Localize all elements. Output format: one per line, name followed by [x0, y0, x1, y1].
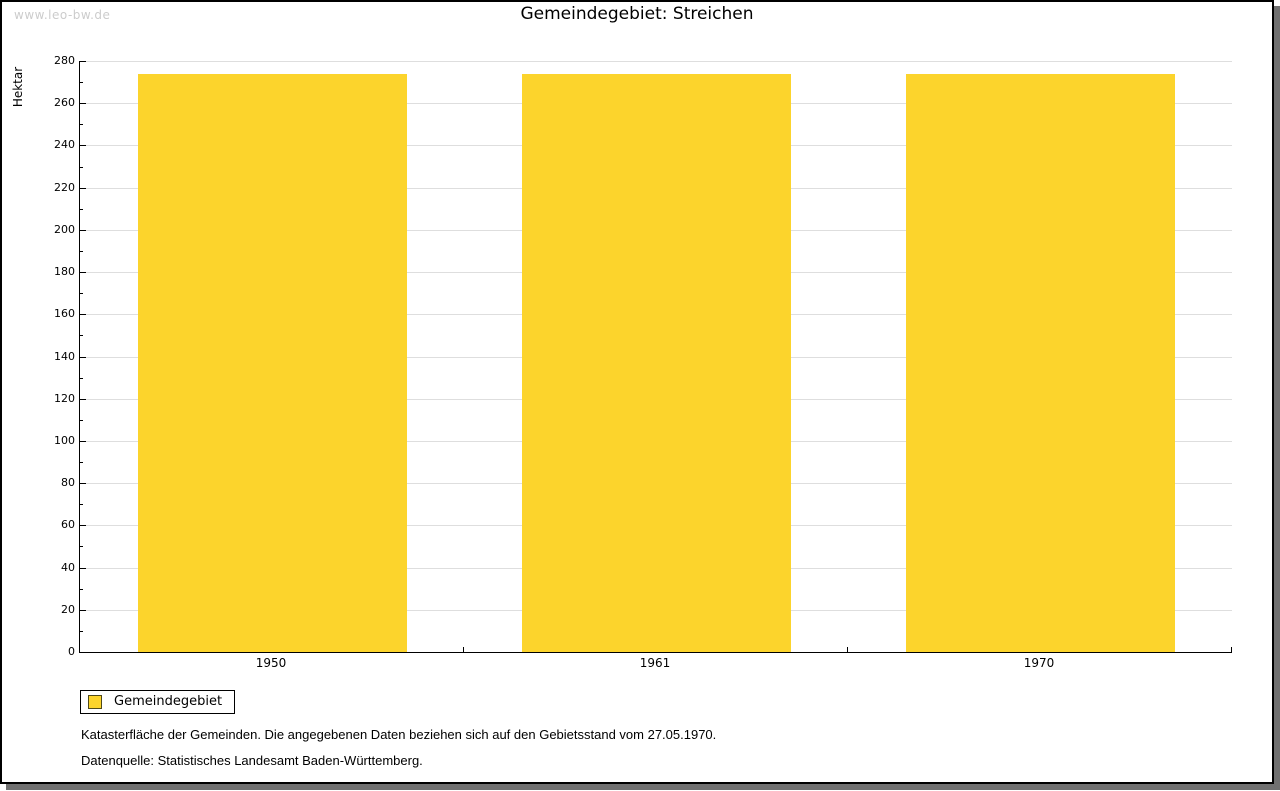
y-axis-tick: [80, 483, 86, 485]
y-axis-tick: [80, 208, 83, 210]
y-axis-tick: [80, 462, 83, 464]
y-axis-tick: [80, 293, 83, 295]
bar-1970: [905, 73, 1175, 652]
y-axis-tick-label: 240: [54, 138, 75, 152]
y-axis-tick: [80, 398, 86, 400]
y-axis-tick-label: 220: [54, 180, 75, 194]
y-axis-tick-label: 140: [54, 349, 75, 363]
y-axis-tick-label: 60: [61, 518, 75, 532]
legend-label: Gemeindegebiet: [114, 694, 223, 709]
y-axis-tick-label: 80: [61, 476, 75, 490]
y-axis-tick: [80, 103, 86, 105]
x-axis-label: 1970: [1023, 656, 1055, 670]
note-line-1: Katasterfläche der Gemeinden. Die angege…: [81, 727, 717, 742]
y-axis-tick: [80, 567, 86, 569]
y-axis-tick: [80, 630, 83, 632]
y-axis-tick-label: 100: [54, 433, 75, 447]
bar-1950: [137, 73, 407, 652]
y-axis-tick: [80, 525, 86, 527]
plot-area: [79, 61, 1232, 653]
x-axis-tick: [463, 647, 464, 652]
y-axis-tick-label: 160: [54, 307, 75, 321]
y-axis-tick: [80, 314, 86, 316]
y-axis-tick-label: 0: [68, 645, 75, 658]
y-axis-tick: [80, 187, 86, 189]
chart-title: Gemeindegebiet: Streichen: [520, 4, 754, 24]
y-axis-tick-label: 120: [54, 391, 75, 405]
watermark: www.leo-bw.de: [14, 8, 111, 22]
y-axis-tick: [80, 124, 83, 126]
y-axis-tick-label: 20: [61, 602, 75, 616]
y-axis-tick: [80, 356, 86, 358]
y-axis-tick: [80, 609, 86, 611]
y-axis-tick: [80, 335, 83, 337]
legend-swatch: [88, 694, 102, 709]
y-axis-tick: [80, 229, 86, 231]
y-axis-tick: [80, 588, 83, 590]
x-axis-tick: [1231, 647, 1232, 652]
y-axis-tick: [80, 145, 86, 147]
bar-1961: [521, 73, 791, 652]
note-line-2: Datenquelle: Statistisches Landesamt Bad…: [81, 753, 423, 768]
y-axis-title-text: Hektar: [11, 66, 25, 108]
y-axis-tick: [80, 440, 86, 442]
x-axis-label: 1950: [255, 656, 287, 670]
y-axis-tick: [80, 61, 86, 62]
gridline: [80, 61, 1232, 62]
y-axis-tick: [80, 377, 83, 379]
y-axis-tick: [80, 272, 86, 274]
y-axis-tick: [80, 82, 83, 84]
y-axis-tick: [80, 166, 83, 168]
y-axis-tick-label: 200: [54, 222, 75, 236]
legend: Gemeindegebiet: [80, 690, 236, 714]
y-axis-tick: [80, 504, 83, 506]
x-axis-label: 1961: [639, 656, 671, 670]
x-axis-tick: [847, 647, 848, 652]
y-axis-tick-label: 260: [54, 96, 75, 110]
y-axis-tick: [80, 546, 83, 548]
y-axis-tick: [80, 250, 83, 252]
y-axis-tick-label: 180: [54, 265, 75, 279]
y-axis-tick-label: 40: [61, 560, 75, 574]
y-axis-tick: [80, 419, 83, 421]
y-axis-tick-label: 280: [54, 54, 75, 67]
